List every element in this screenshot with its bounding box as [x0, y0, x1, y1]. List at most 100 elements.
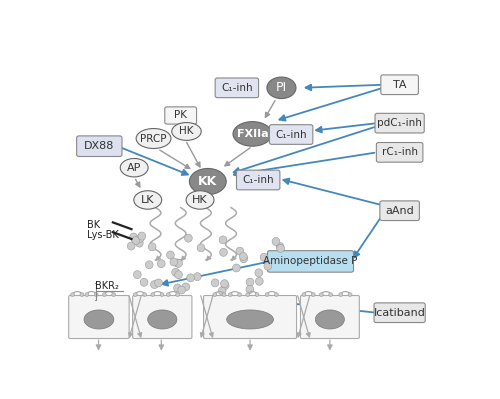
Ellipse shape — [148, 310, 177, 329]
Text: LK: LK — [141, 195, 154, 205]
Ellipse shape — [246, 293, 250, 296]
Ellipse shape — [264, 262, 272, 270]
Ellipse shape — [140, 278, 148, 286]
Ellipse shape — [316, 310, 344, 329]
Text: C₁-inh: C₁-inh — [242, 175, 274, 185]
Ellipse shape — [174, 271, 182, 279]
Ellipse shape — [194, 273, 201, 280]
Text: DX88: DX88 — [84, 141, 114, 151]
Ellipse shape — [176, 293, 180, 296]
Ellipse shape — [136, 234, 144, 242]
Text: PI: PI — [276, 81, 287, 94]
Ellipse shape — [218, 287, 226, 295]
Ellipse shape — [232, 264, 240, 272]
FancyBboxPatch shape — [132, 296, 192, 338]
Ellipse shape — [174, 259, 182, 267]
Text: Lys-BK: Lys-BK — [86, 230, 118, 240]
Ellipse shape — [328, 293, 332, 296]
Text: BK: BK — [86, 219, 100, 229]
Ellipse shape — [339, 293, 342, 296]
Ellipse shape — [84, 310, 114, 329]
Ellipse shape — [220, 280, 228, 288]
Ellipse shape — [272, 237, 280, 245]
Text: TA: TA — [393, 80, 406, 90]
Ellipse shape — [112, 293, 116, 296]
Ellipse shape — [265, 293, 269, 296]
Ellipse shape — [240, 255, 248, 263]
Text: Aminopeptidase P: Aminopeptidase P — [264, 257, 358, 267]
Ellipse shape — [174, 284, 182, 292]
Text: rC₁-inh: rC₁-inh — [382, 147, 418, 157]
Ellipse shape — [166, 251, 174, 259]
Ellipse shape — [178, 286, 186, 294]
FancyBboxPatch shape — [204, 296, 296, 338]
FancyBboxPatch shape — [268, 251, 354, 272]
Ellipse shape — [128, 242, 135, 250]
Text: C₁-inh: C₁-inh — [221, 83, 252, 93]
Ellipse shape — [80, 293, 84, 296]
FancyBboxPatch shape — [215, 78, 258, 98]
Ellipse shape — [130, 233, 138, 241]
Ellipse shape — [182, 283, 190, 291]
Ellipse shape — [184, 234, 192, 242]
Ellipse shape — [246, 278, 254, 286]
Ellipse shape — [151, 293, 154, 296]
Ellipse shape — [246, 285, 254, 293]
Ellipse shape — [134, 293, 138, 296]
FancyBboxPatch shape — [76, 136, 122, 156]
FancyBboxPatch shape — [381, 75, 418, 95]
Ellipse shape — [175, 259, 182, 267]
Ellipse shape — [274, 293, 278, 296]
Ellipse shape — [256, 277, 263, 285]
Text: AP: AP — [127, 163, 142, 173]
Ellipse shape — [138, 232, 145, 240]
Text: pdC₁-inh: pdC₁-inh — [377, 118, 422, 128]
Ellipse shape — [219, 236, 227, 244]
Ellipse shape — [172, 268, 179, 276]
FancyBboxPatch shape — [236, 170, 280, 190]
Ellipse shape — [220, 248, 228, 256]
Ellipse shape — [158, 260, 165, 268]
Ellipse shape — [94, 293, 98, 296]
FancyBboxPatch shape — [380, 201, 420, 221]
Ellipse shape — [85, 293, 89, 296]
Ellipse shape — [233, 122, 272, 146]
Text: KK: KK — [198, 175, 218, 188]
Text: C₁-inh: C₁-inh — [276, 130, 307, 140]
FancyBboxPatch shape — [376, 142, 423, 162]
Ellipse shape — [267, 77, 296, 99]
Ellipse shape — [148, 243, 156, 251]
FancyBboxPatch shape — [300, 296, 360, 338]
Ellipse shape — [134, 271, 141, 279]
Ellipse shape — [302, 293, 306, 296]
Ellipse shape — [142, 293, 146, 296]
Ellipse shape — [132, 237, 140, 245]
FancyBboxPatch shape — [270, 124, 313, 144]
Ellipse shape — [228, 293, 232, 296]
Ellipse shape — [236, 247, 244, 255]
Text: HK: HK — [179, 126, 194, 136]
Ellipse shape — [186, 191, 214, 209]
Text: BKR₂: BKR₂ — [96, 281, 120, 291]
FancyBboxPatch shape — [375, 113, 424, 133]
Ellipse shape — [348, 293, 352, 296]
FancyBboxPatch shape — [165, 107, 196, 124]
Ellipse shape — [120, 158, 148, 177]
Ellipse shape — [134, 191, 162, 209]
Ellipse shape — [255, 269, 262, 277]
FancyBboxPatch shape — [68, 296, 129, 338]
Ellipse shape — [154, 279, 162, 287]
Ellipse shape — [276, 243, 284, 251]
Ellipse shape — [238, 293, 242, 296]
Ellipse shape — [211, 279, 219, 287]
Ellipse shape — [213, 293, 216, 296]
Ellipse shape — [222, 282, 229, 290]
Text: aAnd: aAnd — [385, 206, 414, 216]
Ellipse shape — [166, 293, 170, 296]
Ellipse shape — [102, 293, 106, 296]
FancyBboxPatch shape — [374, 303, 425, 322]
Ellipse shape — [240, 253, 248, 261]
Ellipse shape — [197, 244, 205, 252]
Ellipse shape — [260, 253, 268, 261]
Ellipse shape — [172, 122, 201, 140]
